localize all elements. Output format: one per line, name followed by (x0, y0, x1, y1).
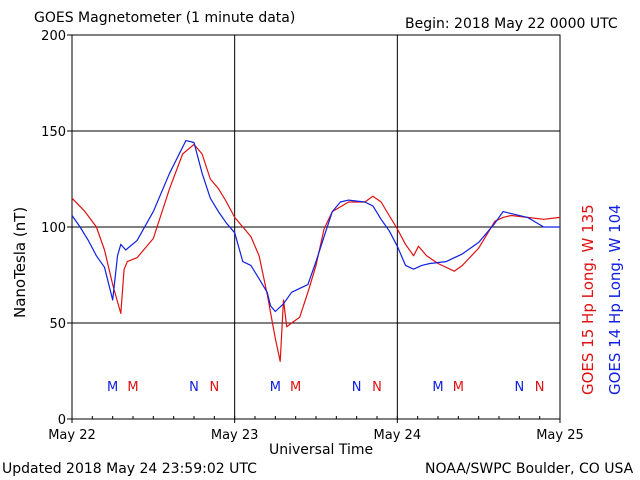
series-lines (71, 140, 561, 362)
x-tick-label: May 25 (536, 428, 584, 443)
annotation-n: N (535, 380, 545, 395)
annotation-m: M (107, 380, 118, 395)
annotation-m: M (432, 380, 443, 395)
updated-time: Updated 2018 May 24 23:59:02 UTC (2, 461, 257, 477)
annotation-m: M (127, 380, 138, 395)
series-line-goes15 (71, 143, 561, 362)
annotation-m: M (290, 380, 301, 395)
legend-goes14: GOES 14 Hp Long. W 104 (606, 204, 624, 395)
x-tick-label: May 23 (211, 428, 259, 443)
annotation-m: M (270, 380, 281, 395)
series-line-goes14 (71, 140, 560, 313)
y-tick-label: 100 (41, 221, 66, 236)
annotation-n: N (514, 380, 524, 395)
axis-ticks: 0 50 100 150 200 May 22 May 23 May 24 May 25 (41, 29, 584, 443)
legend-goes15: GOES 15 Hp Long. W 135 (579, 204, 597, 395)
begin-time: Begin: 2018 May 22 0000 UTC (405, 16, 618, 32)
annotation-n: N (352, 380, 362, 395)
annotation-m: M (453, 380, 464, 395)
annotation-n: N (189, 380, 199, 395)
x-tick-label: May 22 (48, 428, 96, 443)
x-tick-label: May 24 (374, 428, 422, 443)
y-tick-label: 150 (41, 125, 66, 140)
chart-title: GOES Magnetometer (1 minute data) (34, 10, 296, 26)
annotation-n: N (372, 380, 382, 395)
annotation-n: N (209, 380, 219, 395)
data-source: NOAA/SWPC Boulder, CO USA (425, 461, 634, 477)
y-tick-label: 0 (58, 413, 66, 428)
y-tick-label: 200 (41, 29, 66, 44)
y-axis-label: NanoTesla (nT) (11, 206, 29, 318)
y-tick-label: 50 (49, 317, 66, 332)
x-axis-label: Universal Time (269, 442, 374, 458)
